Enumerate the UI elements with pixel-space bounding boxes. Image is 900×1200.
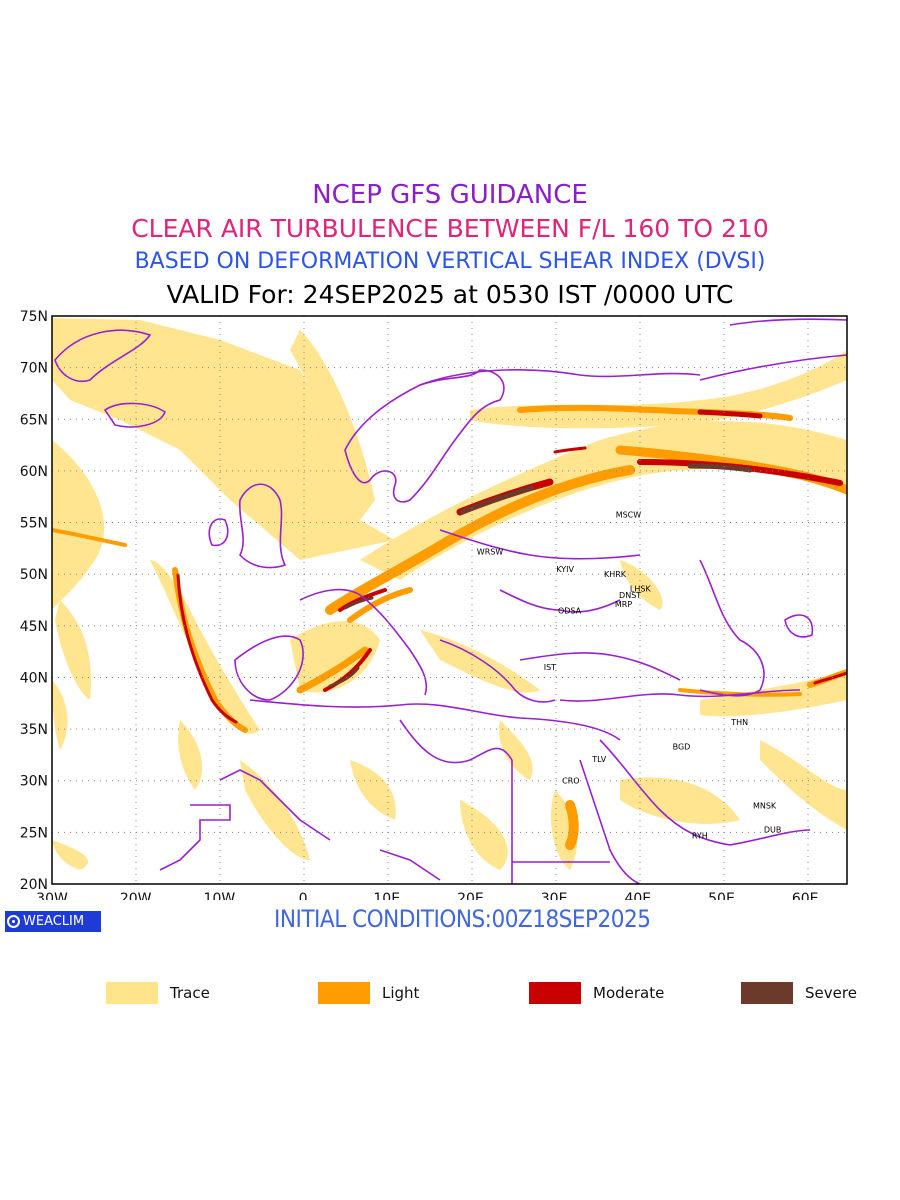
chart-subtitle: CLEAR AIR TURBULENCE BETWEEN F/L 160 TO … — [131, 214, 769, 243]
station-label: MNSK — [753, 802, 777, 811]
lat-label: 20N — [20, 877, 48, 893]
station-label: LHSK — [630, 585, 652, 594]
lat-label: 35N — [20, 722, 48, 738]
latitude-labels: 75N 70N 65N 60N 55N 50N 45N 40N 35N 30N 25N 20N — [20, 309, 48, 893]
lat-label: 55N — [20, 516, 48, 532]
lat-label: 60N — [20, 464, 48, 480]
lat-label: 30N — [20, 774, 48, 790]
severe-areas — [328, 463, 753, 688]
turbulence-map: 75N 70N 65N 60N 55N 50N 45N 40N 35N 30N 25N 20N 30W… — [20, 309, 848, 900]
lat-label: 25N — [20, 825, 48, 841]
lon-label: 50E — [708, 891, 735, 900]
legend-label-light: Light — [382, 984, 420, 1002]
longitude-labels: 30W 20W 10W 0 10E 20E 30E 40E 50E 60E — [36, 891, 818, 900]
legend-label-trace: Trace — [170, 984, 210, 1002]
station-label: DUB — [764, 825, 782, 834]
lon-label: 10W — [204, 891, 236, 900]
legend-severe: Severe — [741, 982, 857, 1004]
legend-swatch-trace — [106, 982, 158, 1004]
logo-icon — [7, 915, 20, 928]
lon-label: 30W — [36, 891, 68, 900]
station-label: KYIV — [556, 565, 574, 574]
method-subtitle: BASED ON DEFORMATION VERTICAL SHEAR INDE… — [134, 249, 766, 274]
station-label: DNST — [619, 591, 641, 600]
station-label: MSCW — [616, 510, 642, 519]
map-frame — [51, 315, 848, 885]
station-label: MRP — [615, 600, 632, 609]
lat-label: 65N — [20, 412, 48, 428]
weaclim-badge: WEACLIM — [5, 911, 101, 932]
station-label: CRO — [562, 777, 579, 786]
lon-label: 10E — [373, 891, 400, 900]
station-label: BGD — [673, 743, 691, 752]
station-label: THN — [730, 718, 748, 727]
station-label: WRSW — [477, 547, 504, 556]
legend-trace: Trace — [106, 982, 210, 1004]
lon-label: 20E — [457, 891, 484, 900]
legend-light: Light — [318, 982, 419, 1004]
lon-label: 60E — [792, 891, 819, 900]
lat-label: 75N — [20, 309, 48, 325]
lon-label: 30E — [541, 891, 568, 900]
legend-swatch-severe — [741, 982, 793, 1004]
lon-label: 0 — [299, 891, 308, 900]
lon-label: 20W — [120, 891, 152, 900]
lat-label: 45N — [20, 619, 48, 635]
graticule — [52, 316, 847, 884]
station-label: TLV — [591, 755, 606, 764]
lat-label: 40N — [20, 670, 48, 686]
initial-conditions: INITIAL CONDITIONS:00Z18SEP2025 — [274, 905, 651, 933]
legend-swatch-moderate — [529, 982, 581, 1004]
chart-title: NCEP GFS GUIDANCE — [312, 180, 588, 210]
coastlines-borders — [54, 318, 847, 884]
lat-label: 70N — [20, 361, 48, 377]
lat-label: 50N — [20, 567, 48, 583]
badge-label: WEACLIM — [23, 914, 85, 929]
lon-label: 40E — [624, 891, 651, 900]
legend-label-severe: Severe — [805, 984, 857, 1002]
station-label: IST — [544, 663, 556, 672]
station-label: RYH — [692, 831, 708, 840]
station-label: ODSA — [558, 606, 582, 615]
legend-swatch-light — [318, 982, 370, 1004]
legend-moderate: Moderate — [529, 982, 664, 1004]
valid-time: VALID For: 24SEP2025 at 0530 IST /0000 U… — [166, 280, 734, 309]
station-label: KHRK — [604, 570, 627, 579]
turbulence-shading — [52, 318, 847, 870]
legend-label-moderate: Moderate — [593, 984, 665, 1002]
